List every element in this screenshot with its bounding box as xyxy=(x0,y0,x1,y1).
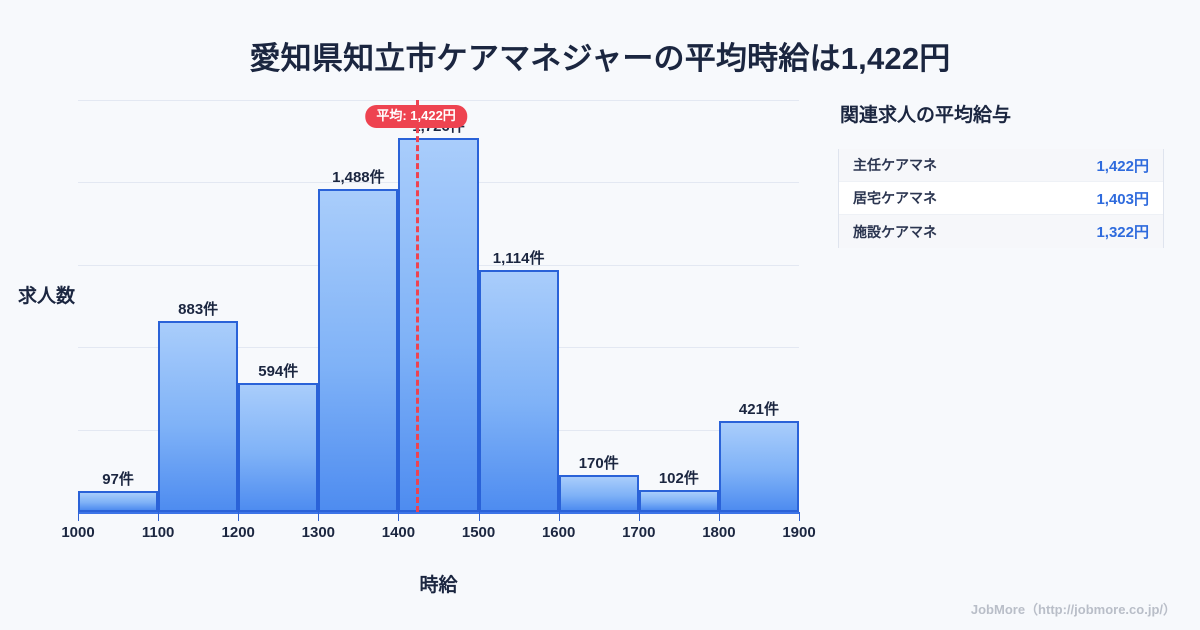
bar-value-label: 594件 xyxy=(258,363,299,381)
x-axis-tick-mark xyxy=(318,512,320,521)
salary-row-name: 施設ケアマネ xyxy=(853,223,937,240)
bar-value-label: 97件 xyxy=(102,470,134,488)
salary-row-value: 1,403円 xyxy=(1096,190,1149,208)
bar-value-label: 170件 xyxy=(578,455,619,473)
gridline xyxy=(78,100,799,101)
histogram-bar xyxy=(398,137,479,512)
salary-row[interactable]: 居宅ケアマネ 1,403円 xyxy=(839,182,1163,215)
salary-row-name: 居宅ケアマネ xyxy=(853,190,937,206)
x-axis-tick-label: 1700 xyxy=(622,524,656,541)
histogram-chart: 求人数 97件883件594件1,488件1,726件1,114件170件102… xyxy=(18,100,816,596)
bar-value-label: 421件 xyxy=(738,400,779,418)
x-axis-tick-mark xyxy=(638,512,640,521)
x-axis-tick-label: 1400 xyxy=(381,524,416,541)
histogram-bar xyxy=(158,320,239,512)
plot-area: 97件883件594件1,488件1,726件1,114件170件102件421… xyxy=(61,100,816,541)
x-axis-tick-label: 1800 xyxy=(702,524,736,541)
x-axis-tick-mark xyxy=(718,512,720,521)
x-axis-tick-label: 1500 xyxy=(461,524,496,541)
watermark: JobMore（http://jobmore.co.jp/） xyxy=(970,602,1176,617)
histogram-bar xyxy=(718,420,799,512)
bar-value-label: 102件 xyxy=(658,469,699,487)
bar-value-label: 883件 xyxy=(178,300,219,318)
x-axis-tick-mark xyxy=(478,512,480,521)
related-salary-panel: 関連求人の平均給与 主任ケアマネ 1,422円居宅ケアマネ 1,403円施設ケアマネ… xyxy=(838,100,1164,248)
bar-value-label: 1,488件 xyxy=(332,169,385,187)
salary-row[interactable]: 施設ケアマネ 1,322円 xyxy=(839,215,1163,248)
histogram-bar xyxy=(318,189,399,512)
x-axis-tick-label: 1600 xyxy=(541,524,576,541)
x-axis-line xyxy=(78,512,799,514)
histogram-bar xyxy=(638,489,719,512)
x-axis-tick-label: 1200 xyxy=(221,524,255,541)
histogram-bar xyxy=(478,270,559,512)
salary-row-value: 1,322円 xyxy=(1096,224,1149,241)
histogram-bar xyxy=(78,490,159,512)
related-salary-title: 関連求人の平均給与 xyxy=(840,105,1012,126)
x-axis-tick-mark xyxy=(799,512,800,521)
x-axis-tick-label: 1100 xyxy=(141,524,175,541)
x-axis-tick-mark xyxy=(558,512,560,521)
x-axis-title: 時給 xyxy=(419,575,458,596)
page-title: 愛知県知立市ケアマネジャーの平均時給は1,422円 xyxy=(249,41,951,76)
histogram-bar xyxy=(238,383,319,512)
y-axis-title: 求人数 xyxy=(18,286,76,307)
x-axis-tick-mark xyxy=(158,512,160,521)
x-axis-tick-mark xyxy=(398,512,400,521)
average-line xyxy=(416,100,420,512)
related-salary-table: 主任ケアマネ 1,422円居宅ケアマネ 1,403円施設ケアマネ 1,322円 xyxy=(838,149,1164,248)
x-axis-tick-label: 1000 xyxy=(61,524,95,541)
x-axis-tick-label: 1900 xyxy=(782,524,816,541)
salary-row[interactable]: 主任ケアマネ 1,422円 xyxy=(839,149,1163,182)
salary-row-value: 1,422円 xyxy=(1096,157,1149,175)
salary-row-name: 主任ケアマネ xyxy=(853,157,937,173)
x-axis-tick-mark xyxy=(238,512,240,521)
x-axis-tick-mark xyxy=(78,512,79,521)
histogram-bar xyxy=(558,475,639,512)
bar-value-label: 1,114件 xyxy=(492,250,545,268)
x-axis-tick-label: 1300 xyxy=(301,524,336,541)
average-badge: 平均: 1,422円 xyxy=(365,105,467,129)
